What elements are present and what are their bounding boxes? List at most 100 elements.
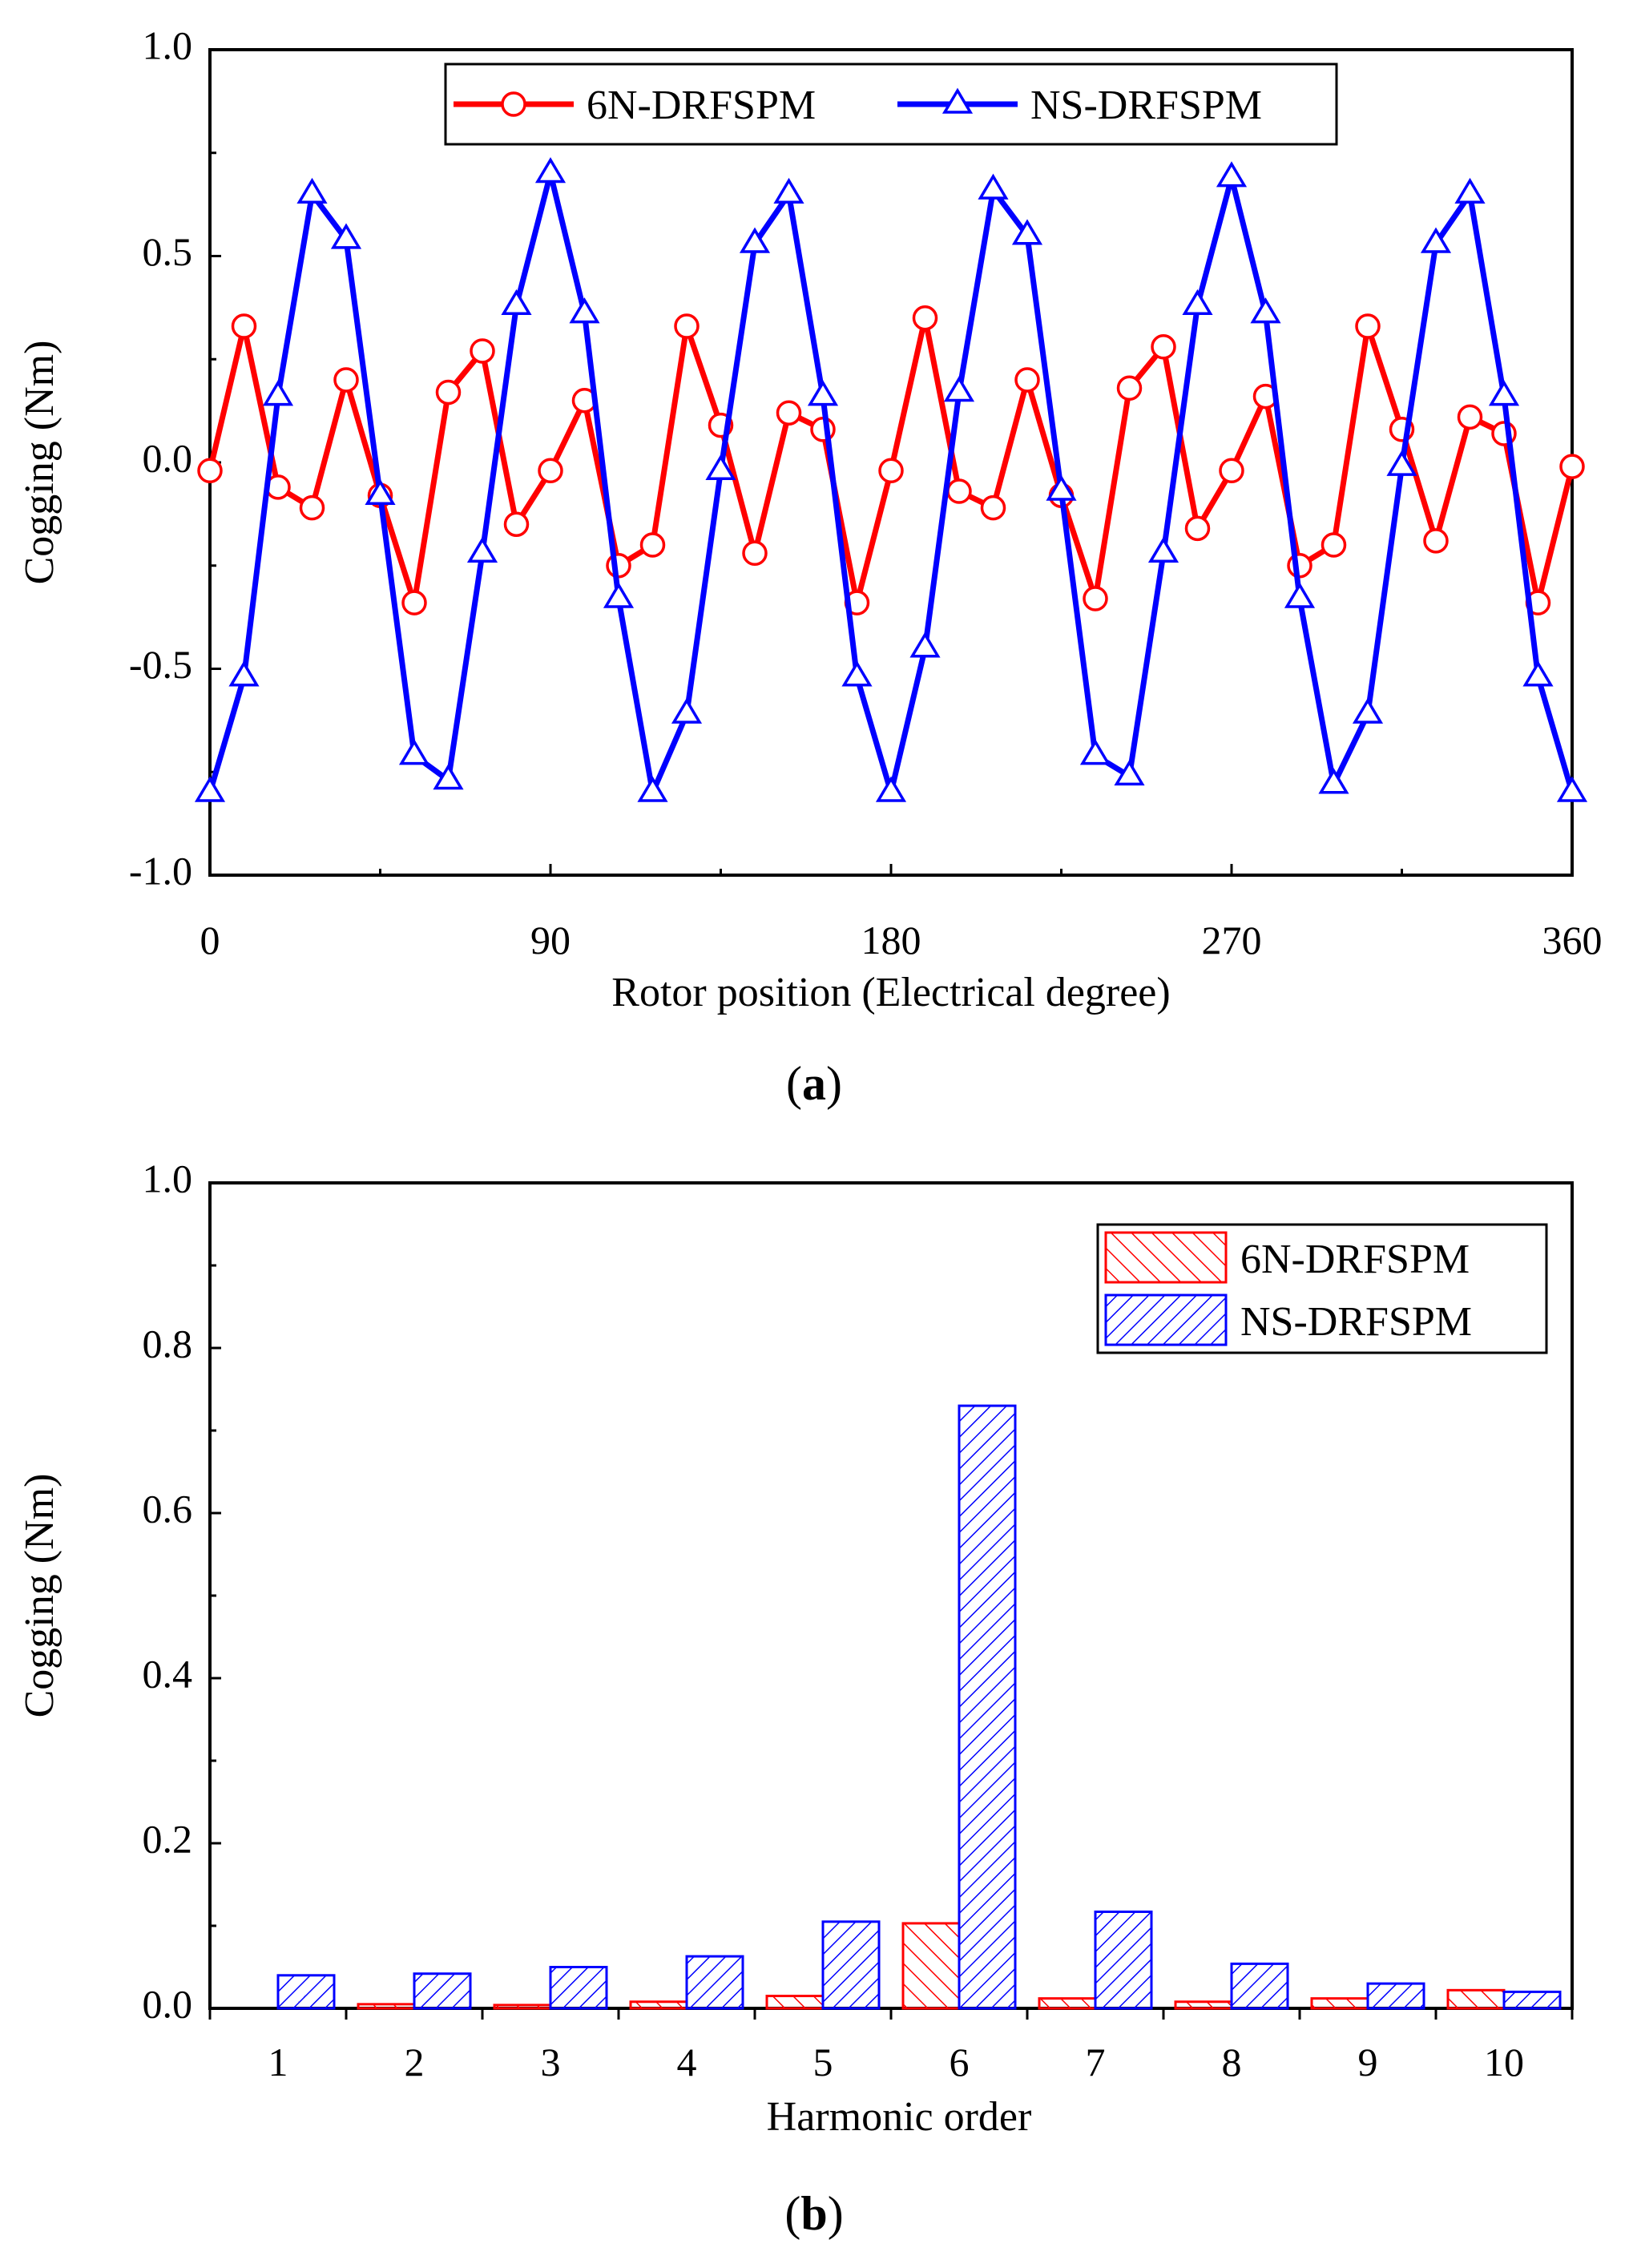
bar-ns-drfspm: [1502, 1990, 1562, 2010]
data-point-ns-drfspm: [841, 660, 873, 687]
data-point-ns-drfspm: [296, 177, 328, 204]
data-point-ns-drfspm: [501, 289, 532, 316]
bar-6n-drfspm: [1310, 1997, 1369, 2010]
data-point-6n-drfspm: [1355, 313, 1381, 339]
legend-swatch-ns: [1104, 1293, 1228, 1346]
data-point-6n-drfspm: [674, 313, 700, 339]
chart-a-ytick-label: -0.5: [129, 642, 192, 687]
data-point-6n-drfspm: [538, 458, 563, 484]
chart-a-legend: 6N-DRFSPM NS-DRFSPM: [444, 63, 1338, 146]
chart-b-ytick-label: 0.6: [143, 1486, 193, 1531]
bar-ns-drfspm: [276, 1974, 336, 2010]
data-point-ns-drfspm: [1284, 582, 1316, 608]
bar-6n-drfspm: [1174, 2000, 1233, 2010]
legend-label-ns: NS-DRFSPM: [1240, 1299, 1472, 1345]
chart-b-ytick-label: 1.0: [143, 1156, 193, 1201]
data-point-6n-drfspm: [333, 367, 359, 393]
data-point-6n-drfspm: [1184, 515, 1211, 542]
chart-b-legend: 6N-DRFSPM NS-DRFSPM: [1096, 1223, 1548, 1354]
chart-b-xtick-label: 1: [268, 2040, 288, 2084]
bar-ns-drfspm: [413, 1972, 472, 2010]
legend-marker-ns: [942, 87, 974, 114]
chart-a-ytick-label: 0.5: [143, 229, 193, 274]
data-point-6n-drfspm: [503, 511, 530, 537]
bar-6n-drfspm: [357, 2003, 416, 2010]
data-point-ns-drfspm: [1522, 660, 1554, 687]
data-point-6n-drfspm: [1151, 334, 1176, 360]
data-point-6n-drfspm: [470, 338, 495, 364]
data-point-ns-drfspm: [1556, 776, 1588, 802]
chart-b-xtick-label: 5: [813, 2040, 833, 2084]
data-point-ns-drfspm: [534, 157, 567, 184]
data-point-ns-drfspm: [1079, 739, 1111, 765]
data-point-ns-drfspm: [1011, 219, 1043, 245]
bar-6n-drfspm: [1446, 1988, 1506, 2010]
bar-6n-drfspm: [1038, 1997, 1097, 2010]
data-point-ns-drfspm: [909, 632, 941, 658]
chart-b-ticks: [210, 1181, 221, 2010]
chart-a-tick-labels: 0 90 180 270 360 -1.0 -0.5 0.0 0.5 1.0: [129, 22, 1603, 962]
data-point-ns-drfspm: [1420, 227, 1452, 253]
legend-marker-6n: [501, 91, 526, 117]
data-point-ns-drfspm: [1250, 297, 1281, 324]
bar-ns-drfspm: [1230, 1962, 1289, 2010]
chart-b-xtick-label: 9: [1358, 2040, 1378, 2084]
chart-a-ytick-label: 0.0: [143, 435, 193, 480]
bar-6n-drfspm: [765, 1995, 825, 2010]
chart-a-ytick-label: 1.0: [143, 22, 193, 67]
chart-a-xtick-label: 360: [1542, 918, 1603, 962]
data-point-ns-drfspm: [807, 380, 839, 406]
data-point-6n-drfspm: [1457, 404, 1483, 430]
data-point-6n-drfspm: [231, 313, 257, 339]
data-point-ns-drfspm: [365, 478, 396, 505]
data-point-6n-drfspm: [197, 458, 223, 484]
data-point-ns-drfspm: [1114, 759, 1145, 786]
chart-a-xtick-label: 90: [530, 918, 571, 962]
bar-ns-drfspm: [685, 1955, 744, 2010]
chart-b-xtick-label: 3: [541, 2040, 561, 2084]
data-point-ns-drfspm: [1318, 768, 1349, 794]
chart-a-x-axis-label: Rotor position (Electrical degree): [611, 970, 1170, 1015]
data-point-6n-drfspm: [1116, 375, 1143, 402]
bar-6n-drfspm: [901, 1922, 961, 2010]
chart-a-ytick-label: -1.0: [129, 848, 192, 893]
bar-6n-drfspm: [629, 2000, 688, 2010]
legend-swatch-6n: [1104, 1231, 1228, 1284]
legend-label-6n: 6N-DRFSPM: [587, 83, 816, 128]
data-point-6n-drfspm: [1219, 458, 1244, 484]
bar-ns-drfspm: [1094, 1910, 1153, 2010]
data-point-6n-drfspm: [878, 458, 904, 484]
chart-a-series-layer: [194, 157, 1588, 802]
data-point-ns-drfspm: [1147, 536, 1179, 563]
bar-ns-drfspm: [958, 1404, 1017, 2010]
data-point-ns-drfspm: [671, 697, 703, 724]
chart-b-xtick-label: 7: [1086, 2040, 1106, 2084]
chart-a: 0 90 180 270 360 -1.0 -0.5 0.0 0.5 1.0 R…: [17, 22, 1603, 1110]
data-point-ns-drfspm: [262, 380, 294, 406]
data-point-ns-drfspm: [1216, 161, 1248, 188]
chart-b-xtick-label: 6: [950, 2040, 970, 2084]
chart-a-xtick-label: 0: [200, 918, 220, 962]
bar-ns-drfspm: [549, 1966, 608, 2010]
data-point-ns-drfspm: [228, 660, 260, 687]
chart-a-y-axis-label: Cogging (Nm): [17, 341, 62, 585]
chart-b-xtick-label: 8: [1222, 2040, 1242, 2084]
data-point-6n-drfspm: [1014, 367, 1040, 393]
chart-a-xtick-label: 270: [1202, 918, 1262, 962]
chart-b-xtick-label: 4: [677, 2040, 697, 2084]
data-point-6n-drfspm: [435, 379, 462, 406]
data-point-6n-drfspm: [1083, 586, 1108, 611]
data-point-ns-drfspm: [1352, 697, 1384, 724]
chart-b-tick-labels: 0.0 0.2 0.4 0.6 0.8 1.0: [143, 1156, 193, 2026]
chart-b-ytick-label: 0.4: [143, 1651, 193, 1696]
bar-ns-drfspm: [1366, 1982, 1425, 2010]
data-point-ns-drfspm: [1488, 380, 1520, 406]
chart-b-ytick-label: 0.0: [143, 1981, 193, 2026]
data-point-ns-drfspm: [705, 454, 736, 481]
data-point-6n-drfspm: [1423, 528, 1449, 554]
data-point-ns-drfspm: [1046, 474, 1077, 501]
panel-a-letter: a: [802, 1057, 826, 1110]
panel-b-letter: b: [800, 2187, 827, 2240]
data-point-6n-drfspm: [1559, 454, 1585, 479]
